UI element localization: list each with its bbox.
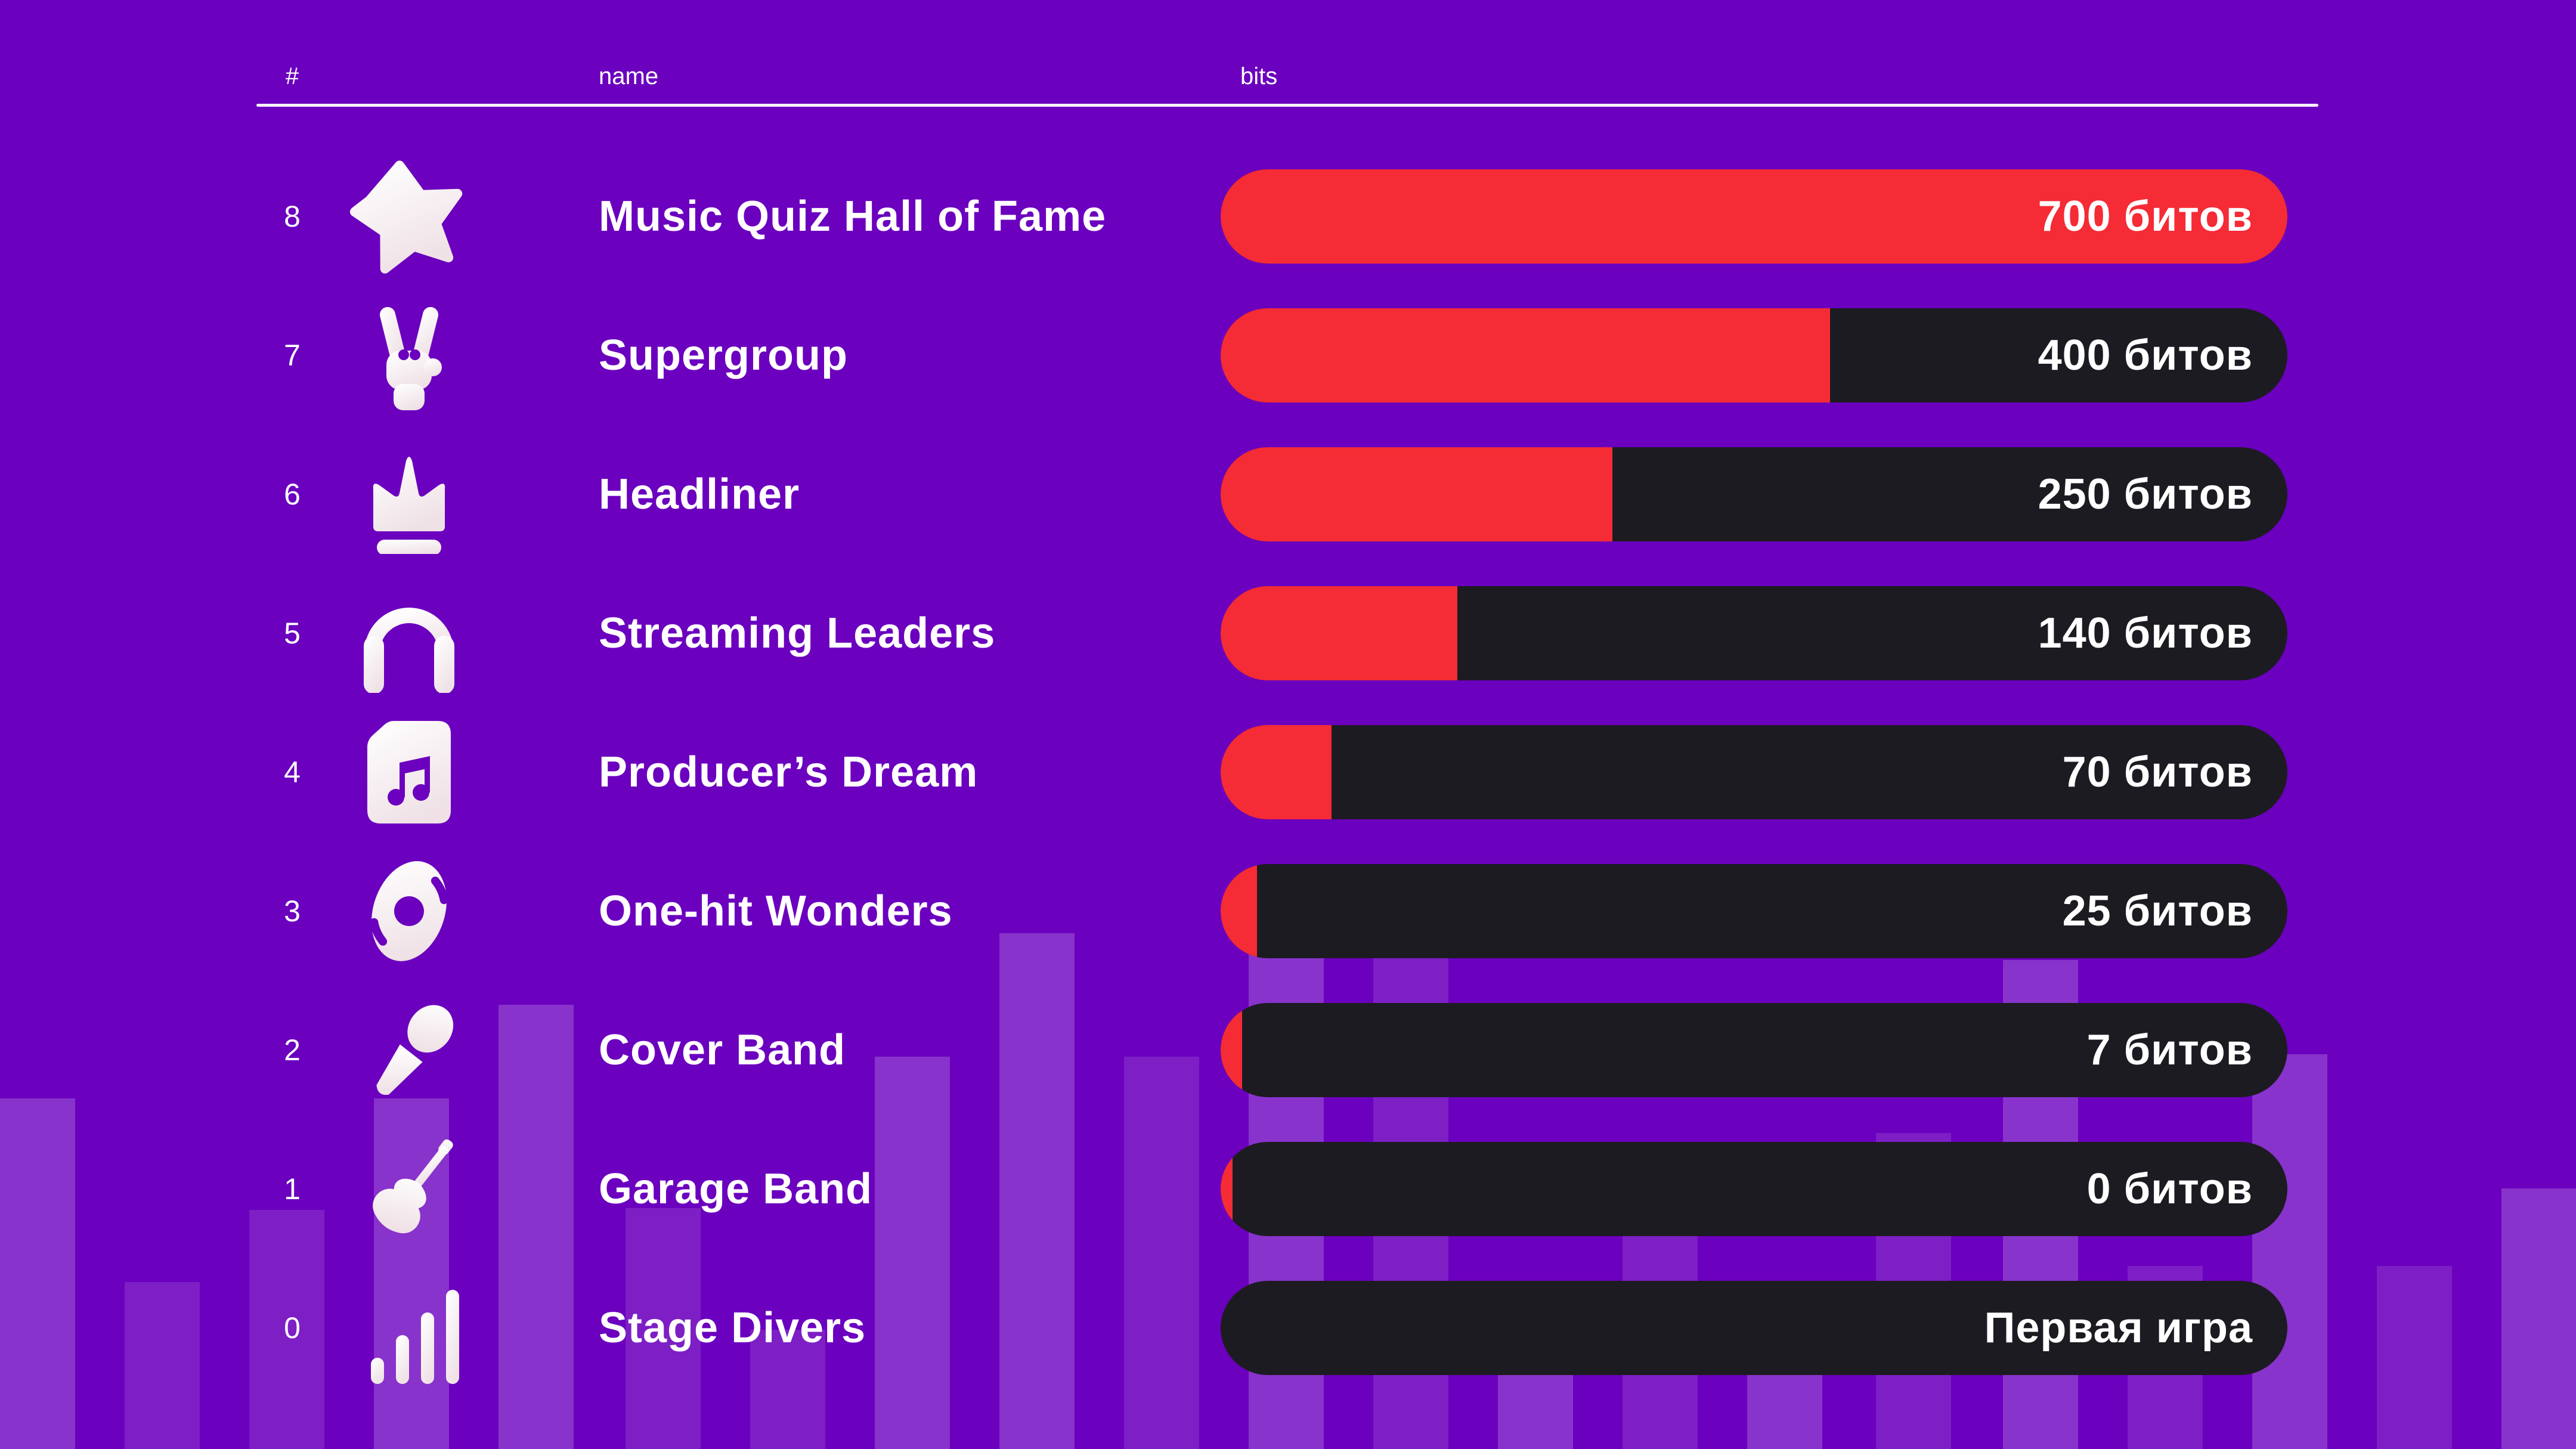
level-progress-fill bbox=[1221, 863, 1257, 958]
level-row: 0 Stage Divers Первая игра bbox=[0, 1258, 2576, 1397]
level-bits-label: 70 битов bbox=[2062, 748, 2253, 796]
rock-hand-icon bbox=[349, 296, 469, 415]
level-row: 4 Producer’s Dream 70 битов bbox=[0, 702, 2576, 841]
level-name: Supergroup bbox=[599, 331, 848, 379]
equalizer-bars-icon bbox=[349, 1268, 469, 1388]
level-progress-bar: 70 битов bbox=[1221, 724, 2287, 819]
level-rank: 0 bbox=[284, 1311, 301, 1345]
level-row: 1 Garage Band 0 битов bbox=[0, 1119, 2576, 1258]
level-name: Cover Band bbox=[599, 1026, 846, 1074]
level-bits-label: 700 битов bbox=[2038, 192, 2253, 240]
level-bits-label: 7 битов bbox=[2086, 1026, 2253, 1074]
level-progress-bar: Первая игра bbox=[1221, 1280, 2287, 1375]
level-name: Streaming Leaders bbox=[599, 609, 996, 657]
equalizer-decor-bar bbox=[1124, 1057, 1199, 1449]
header-divider bbox=[256, 104, 2318, 107]
level-progress-bar: 140 битов bbox=[1221, 586, 2287, 680]
level-row: 8 Music Quiz Hall of Fame 700 битов bbox=[0, 147, 2576, 286]
level-bits-label: 25 битов bbox=[2062, 887, 2253, 935]
microphone-icon bbox=[349, 990, 469, 1110]
level-progress-fill bbox=[1221, 1002, 1242, 1097]
level-name: Stage Divers bbox=[599, 1304, 866, 1352]
level-bits-label: 400 битов bbox=[2038, 331, 2253, 379]
level-bits-label: 0 битов bbox=[2086, 1165, 2253, 1213]
level-name: Headliner bbox=[599, 470, 800, 518]
level-name: One-hit Wonders bbox=[599, 887, 953, 935]
level-progress-fill bbox=[1221, 447, 1612, 541]
level-progress-bar: 400 битов bbox=[1221, 308, 2287, 402]
music-file-icon bbox=[349, 713, 469, 832]
level-bits-label: Первая игра bbox=[1984, 1304, 2253, 1352]
equalizer-decor-bar bbox=[875, 1057, 950, 1449]
headphones-icon bbox=[349, 574, 469, 693]
level-progress-bar: 250 битов bbox=[1221, 447, 2287, 541]
equalizer-decor-bar bbox=[249, 1210, 324, 1449]
crown-icon bbox=[349, 435, 469, 554]
level-bits-label: 250 битов bbox=[2038, 470, 2253, 518]
level-progress-fill bbox=[1221, 169, 2287, 264]
level-row: 5 Streaming Leaders 140 битов bbox=[0, 564, 2576, 702]
level-progress-fill bbox=[1221, 724, 1332, 819]
level-row: 7 Supergroup 400 битов bbox=[0, 286, 2576, 425]
guitar-icon bbox=[349, 1129, 469, 1249]
equalizer-decor-bar bbox=[750, 1330, 825, 1449]
equalizer-decor-bar bbox=[0, 1098, 75, 1449]
level-progress-bar: 0 битов bbox=[1221, 1141, 2287, 1236]
level-row: 6 Headliner 250 битов bbox=[0, 425, 2576, 564]
level-name: Music Quiz Hall of Fame bbox=[599, 192, 1107, 240]
equalizer-decor-bar bbox=[2501, 1188, 2576, 1449]
level-name: Producer’s Dream bbox=[599, 748, 979, 796]
level-rank: 4 bbox=[284, 755, 301, 789]
level-row: 2 Cover Band 7 битов bbox=[0, 980, 2576, 1119]
level-row: 3 One-hit Wonders 25 битов bbox=[0, 841, 2576, 980]
level-progress-fill bbox=[1221, 308, 1830, 402]
level-progress-bar: 25 битов bbox=[1221, 863, 2287, 958]
level-progress-bar: 7 битов bbox=[1221, 1002, 2287, 1097]
column-header-rank: # bbox=[285, 63, 299, 89]
column-header-name: name bbox=[599, 63, 659, 89]
equalizer-decor-bar bbox=[499, 1005, 574, 1449]
equalizer-decor-bar bbox=[626, 1208, 701, 1449]
level-rank: 3 bbox=[284, 894, 301, 928]
level-progress-fill bbox=[1221, 586, 1458, 680]
equalizer-decor-bar bbox=[999, 933, 1075, 1449]
level-rank: 6 bbox=[284, 477, 301, 511]
equalizer-decor-bar bbox=[2252, 1054, 2327, 1449]
level-name: Garage Band bbox=[599, 1165, 873, 1213]
star-icon bbox=[349, 157, 469, 276]
level-rank: 2 bbox=[284, 1033, 301, 1067]
level-progress-fill bbox=[1221, 1141, 1233, 1236]
level-rank: 5 bbox=[284, 616, 301, 650]
level-rank: 1 bbox=[284, 1172, 301, 1206]
level-progress-bar: 700 битов bbox=[1221, 169, 2287, 264]
disc-icon bbox=[349, 852, 469, 971]
level-bits-label: 140 битов bbox=[2038, 609, 2253, 657]
equalizer-decor-bar bbox=[125, 1282, 200, 1449]
level-rank: 8 bbox=[284, 199, 301, 233]
column-header-bits: bits bbox=[1240, 63, 1278, 89]
level-rank: 7 bbox=[284, 338, 301, 372]
equalizer-decor-bar bbox=[2377, 1266, 2452, 1449]
